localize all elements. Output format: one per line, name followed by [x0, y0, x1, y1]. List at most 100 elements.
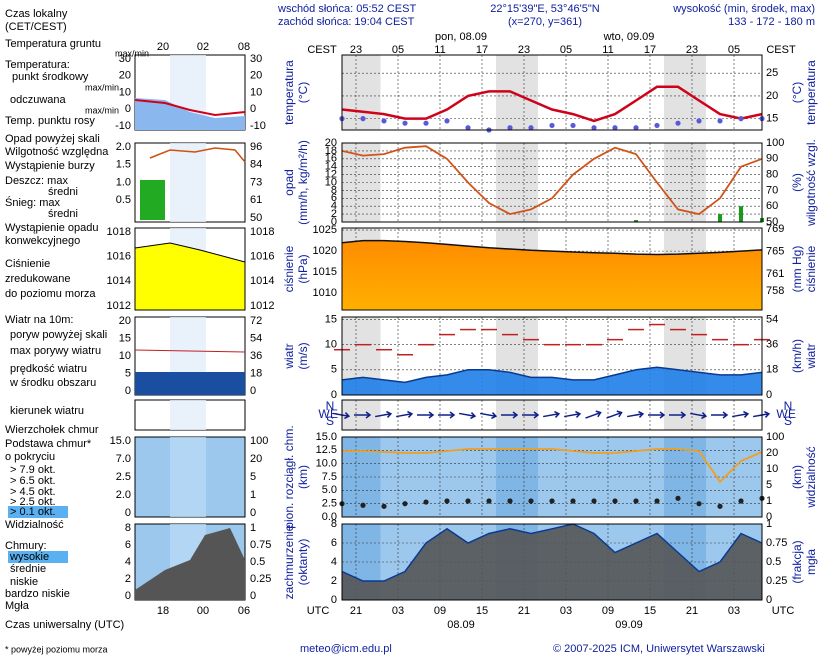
series-area-fill	[342, 524, 762, 600]
compass: E	[788, 407, 796, 421]
y-tick-label: 0	[331, 594, 337, 606]
legend-item: Podstawa chmur*	[5, 438, 92, 450]
wind-arrow	[375, 410, 393, 418]
y-axis-label: ciśnienie	[282, 245, 296, 292]
y-tick-label: 12	[325, 169, 337, 181]
series-dot	[444, 118, 450, 124]
series-area	[341, 523, 763, 582]
mini-tick-label: 0	[250, 385, 256, 397]
y2-tick-label: 5	[766, 479, 772, 491]
legend-item: konwekcyjnego	[5, 235, 80, 247]
series-dot	[570, 498, 576, 504]
series-dot	[486, 498, 492, 504]
y2-tick-label: 100	[766, 137, 784, 149]
y-tick-label: 1010	[313, 287, 337, 299]
x-tick-label: 21	[350, 605, 362, 617]
mini-stripe	[170, 437, 206, 517]
y2-tick-label: 758	[766, 285, 784, 297]
mini-tick-label: 1012	[250, 300, 274, 312]
wind-arrow	[669, 411, 687, 419]
mini-clouds	[135, 528, 245, 600]
y-axis-label: opad	[282, 169, 296, 196]
series-dot	[549, 122, 555, 129]
y-tick-label: 0.0	[322, 511, 337, 523]
mini-tick-label: 30	[250, 53, 262, 65]
mini-tick-label: 1.0	[116, 176, 131, 188]
mini-tick-label: 10	[250, 86, 262, 98]
mini-tick-label: 61	[250, 194, 262, 206]
series-dot	[654, 122, 660, 129]
mini-tick-label: 0	[125, 590, 131, 602]
mini-tick-label: 18	[250, 367, 262, 379]
altitude: 133 - 172 - 180 m	[728, 16, 815, 28]
wind-arrow	[564, 410, 582, 418]
time-label: UTC	[307, 605, 330, 617]
mini-tick-label: 1016	[107, 251, 131, 263]
series-dot	[738, 498, 744, 504]
series-dot	[612, 125, 618, 131]
footer-email[interactable]: meteo@icm.edu.pl	[300, 643, 392, 655]
legend-item: > 4.5 okt.	[10, 486, 56, 498]
series-dot	[738, 116, 744, 122]
mini-tick-label: 30	[119, 53, 131, 65]
compass: S	[326, 414, 334, 428]
mini-time-label: 08	[238, 41, 250, 53]
series-dot	[675, 120, 681, 126]
compass: N	[784, 399, 793, 413]
wind-arrow	[690, 412, 708, 420]
mini-tick-label: 15.0	[110, 435, 131, 447]
x-tick-label: 15	[476, 605, 488, 617]
y-tick-label: 20	[325, 137, 337, 149]
legend-item: Ciśnienie	[5, 258, 50, 270]
mini-rain	[140, 180, 165, 220]
y2-axis-label: ciśnienie	[804, 245, 818, 292]
mini-press	[134, 242, 246, 311]
x-tick-label: 03	[560, 605, 572, 617]
panel-frame	[341, 436, 763, 518]
y2-tick-label: 1	[766, 518, 772, 530]
date-label: 09.09	[615, 619, 643, 631]
sunset: zachód słońca: 19:04 CEST	[278, 16, 415, 28]
mini-tick-label: 1	[250, 489, 256, 501]
series-area	[341, 239, 763, 256]
mini-tick-label: 2.5	[116, 471, 131, 483]
legend-item: Temp. punktu rosy	[5, 115, 95, 127]
y-tick-label: 10.0	[316, 458, 337, 470]
legend-item: o pokryciu	[5, 451, 55, 463]
y2-tick-label: 765	[766, 245, 784, 257]
y-tick-label: 14	[325, 161, 337, 173]
mini-tick-label: 0.75	[250, 539, 271, 551]
legend-item: średni	[48, 186, 78, 198]
wind-arrow	[627, 410, 645, 418]
legend-item: odczuwana	[10, 94, 67, 106]
x-tick-label: 17	[644, 44, 656, 56]
mini-tick-label: 7.0	[116, 453, 131, 465]
legend-item: zredukowane	[5, 273, 70, 285]
panel-frame	[341, 399, 763, 431]
mini-tick-label: 6	[125, 539, 131, 551]
legend-item: Czas uniwersalny (UTC)	[5, 619, 124, 631]
x-tick-label: 05	[728, 44, 740, 56]
panel-frame	[341, 142, 763, 223]
series-dot	[549, 498, 555, 504]
y2-tick-label: 761	[766, 268, 784, 280]
mini-tick-label: 1016	[250, 251, 274, 263]
series-dot	[465, 125, 471, 131]
altitude-title: wysokość (min, środek, max)	[672, 3, 815, 15]
y-tick-label: 8	[331, 518, 337, 530]
y-tick-label: 7.5	[322, 471, 337, 483]
series-dot	[591, 498, 597, 504]
y-axis-label: (mm/h, kg/m²/h)	[296, 140, 310, 225]
legend-item: Wiatr na 10m:	[5, 314, 73, 326]
y2-axis-label: widzialność	[804, 446, 818, 508]
legend-item: wysokie	[9, 551, 49, 563]
y2-tick-label: 54	[766, 313, 778, 325]
mini-tick-label: 10	[119, 86, 131, 98]
legend: Czas lokalny(CET/CEST) Temperatura gruntu…	[5, 8, 149, 654]
series-dot	[444, 498, 450, 504]
y2-tick-label: 20	[766, 90, 778, 102]
mini-tick-label: 0	[250, 103, 256, 115]
series-dot	[423, 499, 429, 505]
series-dot	[633, 125, 639, 131]
